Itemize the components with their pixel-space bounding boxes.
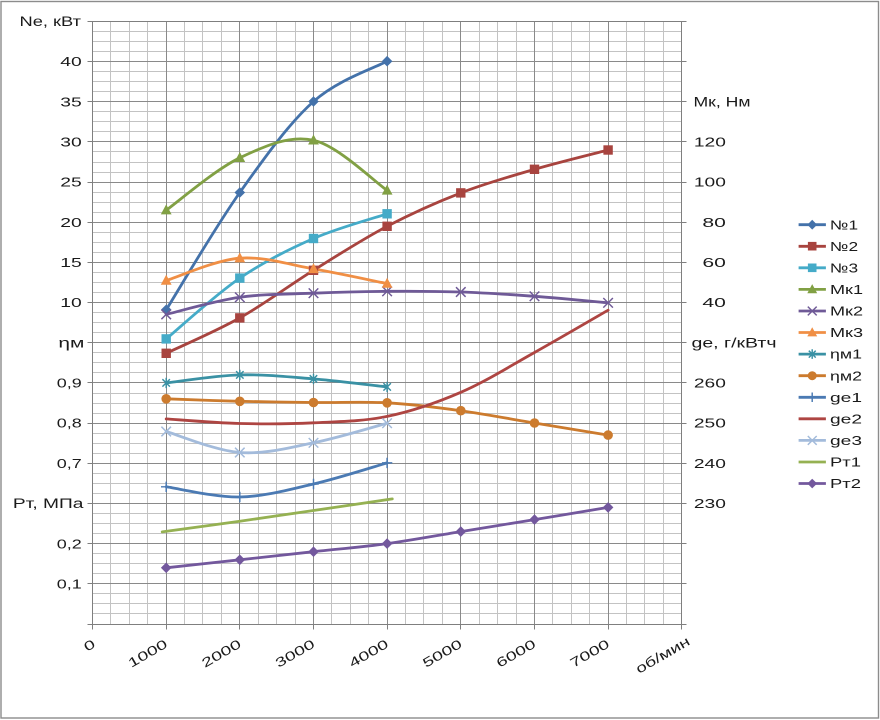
svg-text:Мк, Нм: Мк, Нм	[694, 94, 751, 109]
svg-text:0,8: 0,8	[57, 416, 82, 431]
svg-text:40: 40	[60, 54, 82, 69]
svg-text:№3: №3	[830, 260, 858, 275]
svg-text:Мк2: Мк2	[830, 304, 863, 319]
svg-text:10: 10	[60, 295, 82, 310]
svg-text:Рт, МПа: Рт, МПа	[13, 496, 84, 511]
svg-text:60: 60	[702, 255, 726, 270]
svg-text:ge, г/кВтч: ge, г/кВтч	[692, 335, 777, 350]
svg-text:0,7: 0,7	[57, 456, 82, 471]
svg-text:№2: №2	[830, 239, 858, 254]
svg-text:Ne, кВт: Ne, кВт	[20, 14, 82, 29]
svg-text:ηм: ηм	[58, 335, 84, 350]
svg-text:Мк3: Мк3	[830, 325, 863, 340]
svg-text:100: 100	[694, 175, 726, 190]
svg-text:Рт1: Рт1	[830, 455, 861, 470]
svg-text:0,2: 0,2	[57, 536, 82, 551]
svg-text:30: 30	[60, 135, 82, 150]
svg-text:Мк1: Мк1	[830, 282, 863, 297]
svg-text:35: 35	[60, 94, 82, 109]
svg-text:40: 40	[702, 295, 726, 310]
svg-text:240: 240	[694, 456, 726, 471]
svg-text:ge1: ge1	[830, 390, 862, 405]
svg-text:ηм2: ηм2	[830, 368, 862, 383]
svg-text:230: 230	[694, 496, 726, 511]
svg-text:260: 260	[694, 376, 726, 391]
svg-text:25: 25	[60, 175, 82, 190]
svg-text:Рт2: Рт2	[830, 476, 861, 491]
svg-text:120: 120	[694, 135, 726, 150]
svg-text:№1: №1	[830, 217, 858, 232]
svg-text:0,1: 0,1	[57, 576, 82, 591]
svg-text:ge3: ge3	[830, 433, 862, 448]
svg-text:80: 80	[702, 215, 726, 230]
svg-text:15: 15	[60, 255, 82, 270]
svg-text:0,9: 0,9	[57, 376, 82, 391]
svg-text:ge2: ge2	[830, 411, 862, 426]
svg-text:20: 20	[60, 215, 82, 230]
svg-text:250: 250	[694, 416, 726, 431]
svg-text:ηм1: ηм1	[830, 347, 862, 362]
